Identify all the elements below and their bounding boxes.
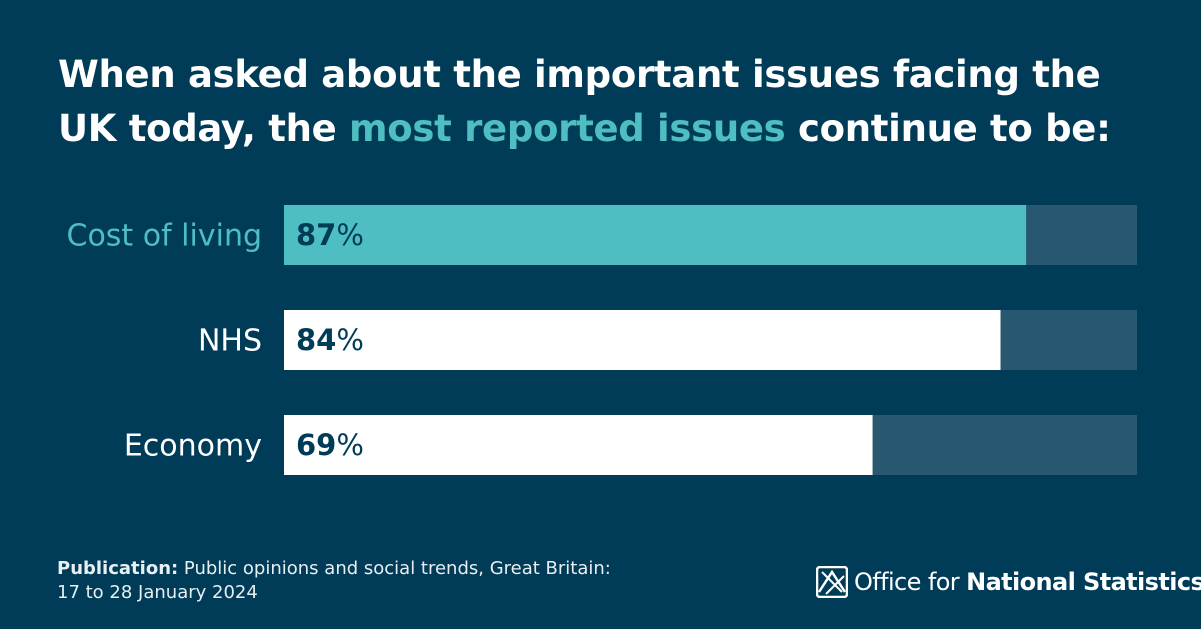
bar-nhs xyxy=(284,310,1001,370)
logo-text-regular: Office for xyxy=(854,568,967,596)
bar-economy xyxy=(284,415,873,475)
category-label-nhs: NHS xyxy=(198,324,262,359)
publication-label: Publication: xyxy=(57,558,179,579)
category-label-cost-of-living: Cost of living xyxy=(67,219,263,254)
title-text-start: When asked about the important issues fa… xyxy=(58,53,1101,150)
logo-text-bold: National Statistics xyxy=(966,568,1201,596)
publication-date: 17 to 28 January 2024 xyxy=(57,582,258,603)
ons-logo: Office for National Statistics xyxy=(816,566,1201,598)
value-label-economy: 69% xyxy=(296,428,364,462)
ons-logo-icon xyxy=(816,566,848,598)
publication-line: Publication: Public opinions and social … xyxy=(57,557,611,581)
category-label-economy: Economy xyxy=(124,429,262,464)
value-label-nhs: 84% xyxy=(296,323,364,357)
chart-title: When asked about the important issues fa… xyxy=(58,48,1168,156)
logo-text: Office for National Statistics xyxy=(854,568,1201,596)
title-highlight: most reported issues xyxy=(349,107,786,150)
title-text-end: continue to be: xyxy=(785,107,1111,150)
footer: Publication: Public opinions and social … xyxy=(57,557,611,605)
value-label-cost-of-living: 87% xyxy=(296,218,364,252)
publication-title: Public opinions and social trends, Great… xyxy=(178,558,611,579)
bar-cost-of-living xyxy=(284,205,1027,265)
